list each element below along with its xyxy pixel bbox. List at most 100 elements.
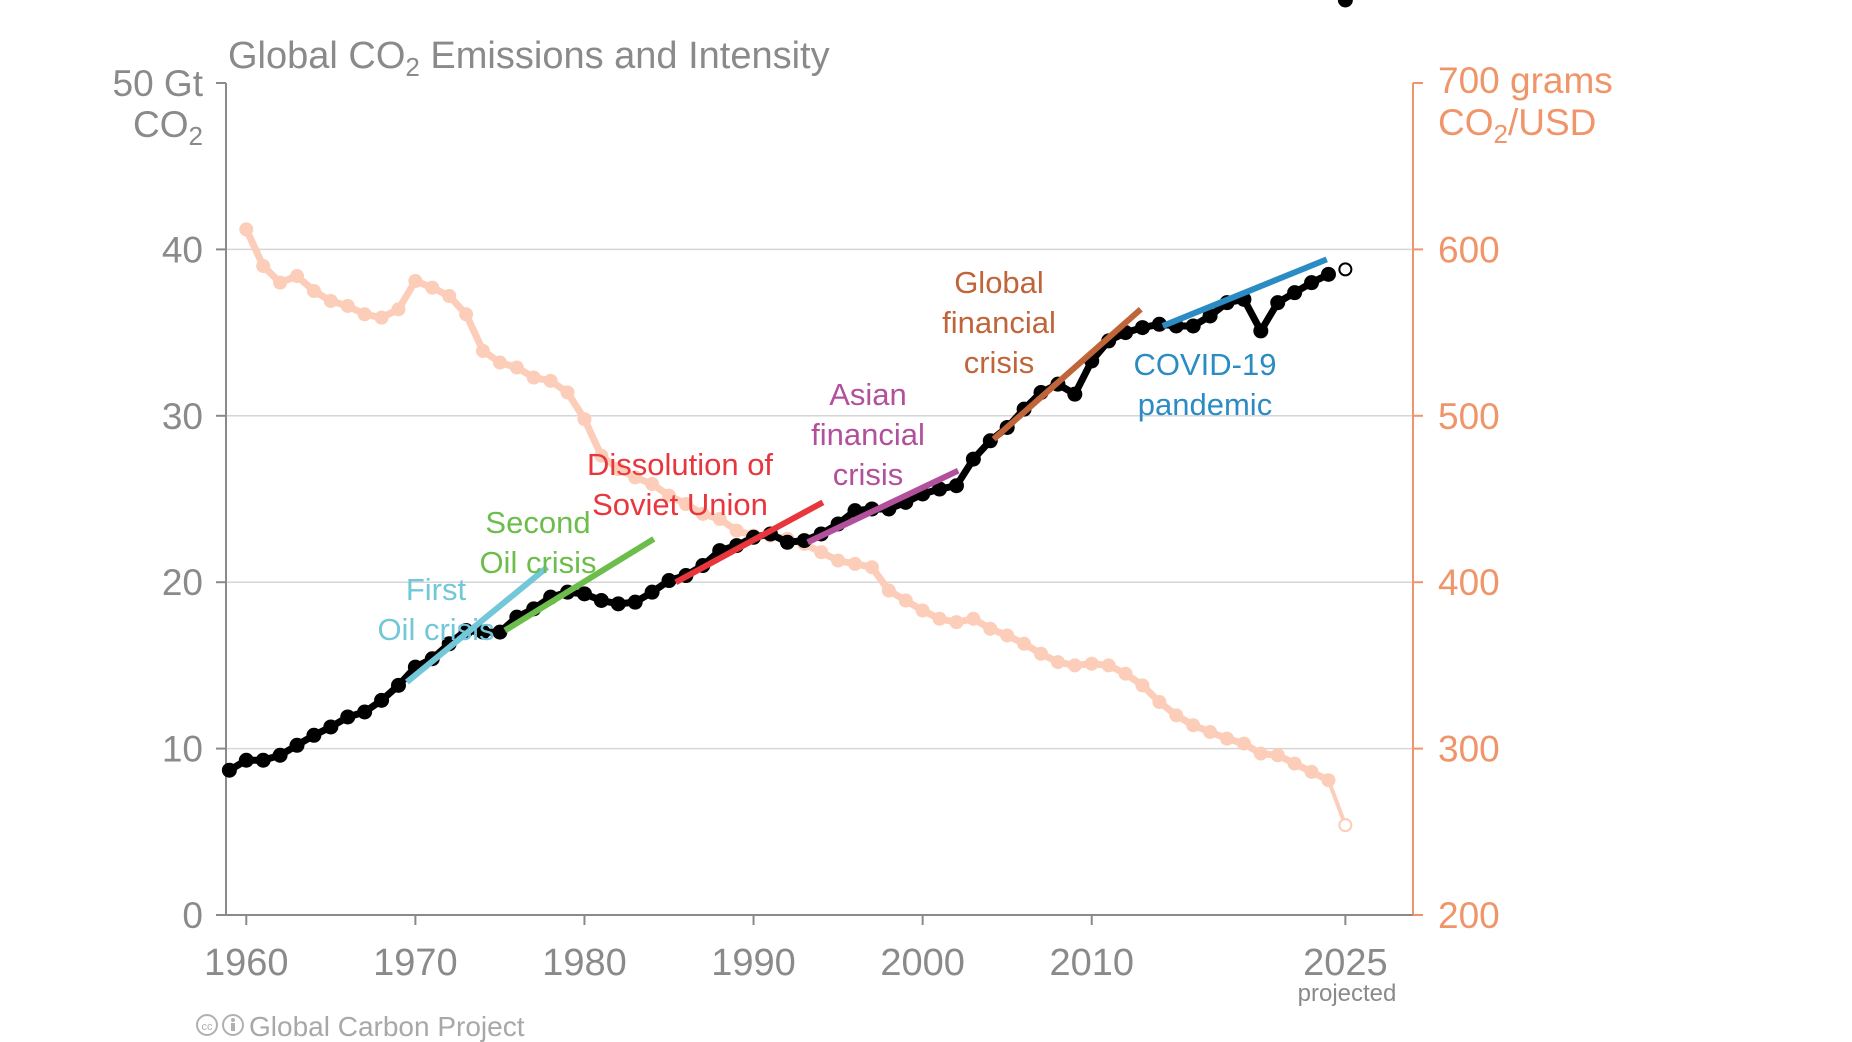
annotation-3-line-1: Dissolution of bbox=[587, 447, 773, 482]
intensity-point-1962 bbox=[273, 275, 288, 290]
intensity-point-1988 bbox=[712, 511, 727, 526]
intensity-point-2001 bbox=[932, 611, 947, 626]
emissions-point-1974 bbox=[475, 624, 491, 640]
emissions-point-2023 bbox=[1304, 275, 1320, 291]
intensity-point-1985 bbox=[662, 488, 677, 503]
intensity-point-1979 bbox=[560, 385, 575, 400]
annotation-5-line-2: financial bbox=[942, 305, 1056, 340]
intensity-point-1963 bbox=[290, 269, 305, 284]
intensity-point-1972 bbox=[442, 288, 457, 303]
annotation-3: Dissolution of Soviet Union bbox=[587, 447, 773, 522]
emissions-point-1960 bbox=[238, 752, 254, 768]
intensity-point-1982 bbox=[611, 462, 626, 477]
intensity-point-2012 bbox=[1118, 666, 1133, 681]
intensity-point-2005 bbox=[1000, 628, 1015, 643]
attribution-icon bbox=[222, 1014, 244, 1036]
emissions-point-1966 bbox=[340, 709, 356, 725]
annotation-2-line-2: Oil crisis bbox=[479, 545, 596, 580]
annotation-6: COVID-19 pandemic bbox=[1134, 347, 1277, 422]
annotation-5-line-3: crisis bbox=[964, 345, 1035, 380]
intensity-point-2011 bbox=[1101, 658, 1116, 673]
emissions-point-1959 bbox=[221, 762, 237, 778]
x-tick-label-1960: 1960 bbox=[204, 942, 289, 984]
emissions-point-1980 bbox=[576, 586, 592, 602]
left-tick-label-10: 10 bbox=[162, 729, 203, 770]
emissions-point-1962 bbox=[272, 747, 288, 763]
emissions-point-1983 bbox=[627, 594, 643, 610]
emissions-point-2003 bbox=[965, 451, 981, 467]
emissions-point-2002 bbox=[948, 478, 964, 494]
x-tick-label-2025: 2025 bbox=[1303, 942, 1388, 984]
emissions-point-1992 bbox=[779, 534, 795, 550]
left-tick-label-20: 20 bbox=[162, 562, 203, 603]
emissions-point-1965 bbox=[323, 719, 339, 735]
intensity-point-1980 bbox=[577, 412, 592, 427]
intensity-point-2010 bbox=[1084, 656, 1099, 671]
annotation-4-line-2: financial bbox=[811, 417, 925, 452]
intensity-point-1973 bbox=[459, 307, 474, 322]
emissions-point-1984 bbox=[644, 584, 660, 600]
intensity-point-2002 bbox=[949, 615, 964, 630]
emissions-point-1964 bbox=[306, 727, 322, 743]
intensity-point-2008 bbox=[1050, 655, 1065, 670]
left-tick-label-0: 0 bbox=[182, 895, 203, 936]
emissions-point-2014 bbox=[1151, 316, 1167, 332]
intensity-point-1989 bbox=[729, 523, 744, 538]
annotation-2: Second Oil crisis bbox=[479, 505, 596, 580]
annotation-3-line-2: Soviet Union bbox=[592, 487, 768, 522]
annotation-6-line-2: pandemic bbox=[1138, 387, 1272, 422]
intensity-line bbox=[243, 227, 1331, 784]
emissions-point-2009 bbox=[1067, 386, 1083, 402]
emissions-point-2021 bbox=[1270, 295, 1286, 311]
intensity-point-1996 bbox=[848, 556, 863, 571]
x-tick-label-2000: 2000 bbox=[880, 942, 965, 984]
intensity-point-1994 bbox=[814, 545, 829, 560]
annotation-1: First Oil crisis bbox=[377, 572, 494, 647]
intensity-point-1986 bbox=[678, 496, 693, 511]
right-tick-label-200: 200 bbox=[1438, 895, 1500, 936]
annotation-1-line-2: Oil crisis bbox=[377, 612, 494, 647]
right-axis-label-line2: CO2/USD bbox=[1438, 102, 1596, 149]
intensity-point-1964 bbox=[306, 284, 321, 298]
intensity-point-2013 bbox=[1135, 678, 1150, 693]
emissions-point-1985 bbox=[661, 573, 677, 589]
annotation-4-line-3: crisis bbox=[833, 457, 904, 492]
intensity-point-1977 bbox=[526, 370, 541, 385]
intensity-point-2017 bbox=[1203, 724, 1218, 739]
trend-segment-6 bbox=[1161, 256, 1328, 329]
trend-segment-5 bbox=[991, 307, 1143, 442]
intensity-point-2009 bbox=[1067, 658, 1082, 673]
emissions-point-2016 bbox=[1185, 318, 1201, 334]
left-tick-label-30: 30 bbox=[162, 396, 203, 437]
intensity-point-2016 bbox=[1186, 718, 1201, 733]
intensity-point-1960 bbox=[239, 222, 254, 237]
intensity-point-2022 bbox=[1287, 756, 1302, 771]
axes bbox=[216, 82, 1423, 925]
intensity-point-2007 bbox=[1034, 646, 1049, 661]
emissions-point-2020 bbox=[1253, 323, 1269, 339]
intensity-point-1976 bbox=[509, 360, 524, 375]
intensity-point-1969 bbox=[391, 302, 406, 317]
intensity-projected-point bbox=[1338, 818, 1353, 833]
svg-text:cc: cc bbox=[202, 1021, 214, 1033]
intensity-point-2021 bbox=[1270, 748, 1285, 763]
right-tick-label-300: 300 bbox=[1438, 729, 1500, 770]
intensity-point-2023 bbox=[1304, 764, 1319, 779]
intensity-series bbox=[239, 222, 1353, 833]
x-tick-label-1970: 1970 bbox=[373, 942, 458, 984]
intensity-point-2019 bbox=[1236, 736, 1251, 751]
credit-text: Global Carbon Project bbox=[249, 1011, 525, 1042]
gridlines bbox=[226, 248, 1413, 750]
intensity-point-1984 bbox=[645, 477, 660, 492]
intensity-point-1997 bbox=[864, 560, 879, 575]
emissions-point-1963 bbox=[289, 737, 305, 753]
x-tick-label-2010: 2010 bbox=[1049, 942, 1134, 984]
right-axis-label-line1: 700 grams bbox=[1438, 60, 1613, 101]
emissions-point-2017 bbox=[1202, 308, 1218, 324]
intensity-point-2020 bbox=[1253, 746, 1268, 761]
right-tick-label-600: 600 bbox=[1438, 229, 1500, 270]
intensity-point-2000 bbox=[915, 603, 930, 618]
annotations: First Oil crisis Second Oil crisis Dissoluti… bbox=[377, 265, 1276, 647]
intensity-point-2014 bbox=[1152, 695, 1167, 710]
credit: cc Global Carbon Project bbox=[196, 1011, 525, 1042]
